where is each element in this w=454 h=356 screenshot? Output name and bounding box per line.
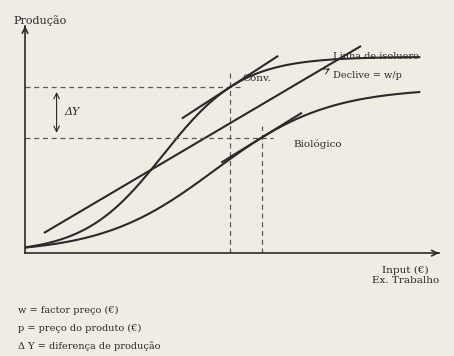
Text: Biológico: Biológico bbox=[293, 140, 342, 149]
Text: Δ Y = diferença de produção: Δ Y = diferença de produção bbox=[18, 341, 161, 351]
Text: Linha de isoluero: Linha de isoluero bbox=[333, 52, 419, 61]
Text: p = preço do produto (€): p = preço do produto (€) bbox=[18, 324, 142, 333]
Text: Conv.: Conv. bbox=[242, 74, 271, 83]
Text: Declive = w/p: Declive = w/p bbox=[333, 71, 401, 80]
Text: Produção: Produção bbox=[13, 15, 66, 26]
Text: w = factor preço (€): w = factor preço (€) bbox=[18, 306, 118, 315]
Text: ΔY: ΔY bbox=[64, 108, 80, 117]
Text: Input (€)
Ex. Trabalho: Input (€) Ex. Trabalho bbox=[372, 266, 439, 285]
